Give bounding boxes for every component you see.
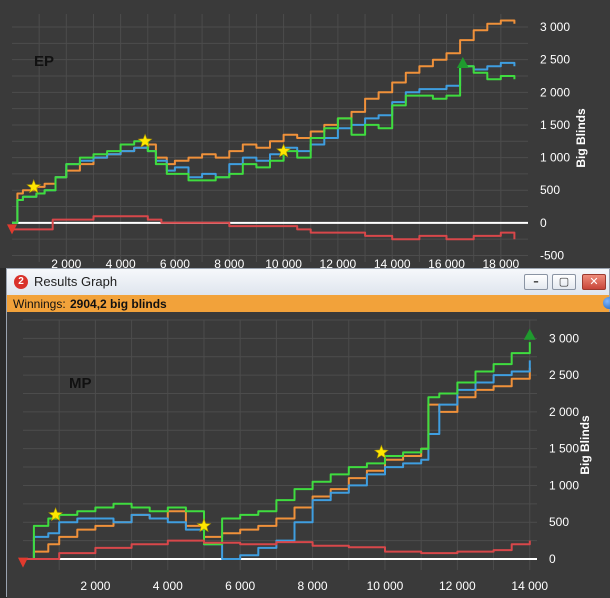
mp-plot-area — [23, 320, 537, 570]
minimize-icon: – — [533, 275, 539, 288]
winnings-label: Winnings: — [13, 297, 66, 311]
mp-star-marker — [48, 507, 63, 522]
ep-star-marker — [26, 179, 42, 194]
mp-y-axis-title: Big Blinds — [578, 415, 592, 475]
maximize-icon: ▢ — [558, 275, 570, 288]
mp-x-tick-label: 12 000 — [439, 579, 476, 593]
mp-y-tick-label: 500 — [549, 515, 569, 529]
ep-x-tick-label: 4 000 — [106, 257, 136, 268]
maximize-button[interactable]: ▢ — [552, 274, 576, 290]
mp-x-tick-label: 10 000 — [367, 579, 404, 593]
mp-x-tick-label: 8 000 — [298, 579, 328, 593]
mp-x-tick-label: 4 000 — [153, 579, 183, 593]
mp-x-tick-label: 6 000 — [225, 579, 255, 593]
ep-x-tick-label: 12 000 — [320, 257, 357, 268]
ep-y-tick-label: 3 000 — [540, 20, 570, 34]
mp-chart-panel: 2 000 4 000 6 000 8 000 10 000 12 000 14 000 3 … — [7, 312, 610, 598]
ep-start-marker — [7, 224, 17, 235]
winnings-bar: Winnings: 2904,2 big blinds — [7, 295, 610, 313]
ep-x-tick-label: 6 000 — [160, 257, 190, 268]
minimize-button[interactable]: – — [524, 274, 548, 290]
ep-x-tick-label: 14 000 — [374, 257, 411, 268]
winnings-value: 2904,2 big blinds — [70, 297, 167, 311]
ep-series-green — [12, 65, 516, 224]
mp-x-tick-label: 2 000 — [80, 579, 110, 593]
ep-chart: 2 000 4 000 6 000 8 000 10 000 12 000 14 000 16… — [7, 14, 588, 268]
close-button[interactable]: ✕ — [582, 274, 606, 290]
mp-y-tick-label: 1 500 — [549, 442, 579, 456]
ep-x-tick-label: 8 000 — [214, 257, 244, 268]
ep-y-tick-label: 1 000 — [540, 151, 570, 165]
ep-y-tick-label: 2 000 — [540, 85, 570, 99]
ep-y-tick-label: 2 500 — [540, 53, 570, 67]
results-graph-window: 2 Results Graph – ▢ ✕ Winnings: 2904,2 b… — [6, 268, 610, 598]
mp-y-tick-label: 2 500 — [549, 368, 579, 382]
mp-y-tick-label: 2 000 — [549, 405, 579, 419]
ep-series-orange — [12, 19, 516, 224]
mp-star-marker — [373, 444, 389, 459]
mp-y-tick-label: 0 — [549, 552, 556, 566]
ep-x-tick-label: 10 000 — [265, 257, 302, 268]
ep-y-tick-label: 1 500 — [540, 118, 570, 132]
mp-series-blue — [23, 360, 531, 560]
mp-start-marker — [18, 557, 28, 568]
mp-y-tick-label: 1 000 — [549, 478, 579, 492]
window-title: Results Graph — [34, 274, 118, 289]
ep-x-tick-label: 18 000 — [482, 257, 519, 268]
window-titlebar[interactable]: 2 Results Graph – ▢ ✕ — [7, 269, 609, 296]
ep-y-tick-label: 500 — [540, 183, 560, 197]
ep-y-tick-label: -500 — [540, 248, 564, 262]
app-icon: 2 — [14, 275, 28, 289]
ep-plot-area — [12, 14, 528, 262]
mp-series-green — [23, 342, 531, 560]
ep-x-tick-label: 2 000 — [51, 257, 81, 268]
ep-y-axis-title: Big Blinds — [574, 108, 588, 168]
ep-star-marker — [276, 143, 291, 158]
ep-label: EP — [34, 53, 54, 70]
ep-y-tick-label: 0 — [540, 216, 547, 230]
mp-y-tick-label: 3 000 — [549, 331, 579, 345]
globe-icon[interactable] — [603, 297, 610, 309]
mp-label: MP — [69, 375, 92, 392]
close-icon: ✕ — [589, 275, 599, 288]
mp-x-tick-label: 14 000 — [511, 579, 548, 593]
ep-x-tick-label: 16 000 — [428, 257, 465, 268]
ep-chart-panel: 2 000 4 000 6 000 8 000 10 000 12 000 14 000 16… — [0, 0, 610, 268]
mp-chart: 2 000 4 000 6 000 8 000 10 000 12 000 14 000 3 … — [18, 319, 592, 593]
mp-series-red — [23, 539, 531, 560]
ep-series-red — [12, 215, 516, 241]
mp-star-marker — [196, 518, 212, 533]
ep-star-marker — [137, 133, 153, 148]
ep-end-marker — [456, 56, 469, 68]
mp-end-marker — [523, 328, 536, 340]
